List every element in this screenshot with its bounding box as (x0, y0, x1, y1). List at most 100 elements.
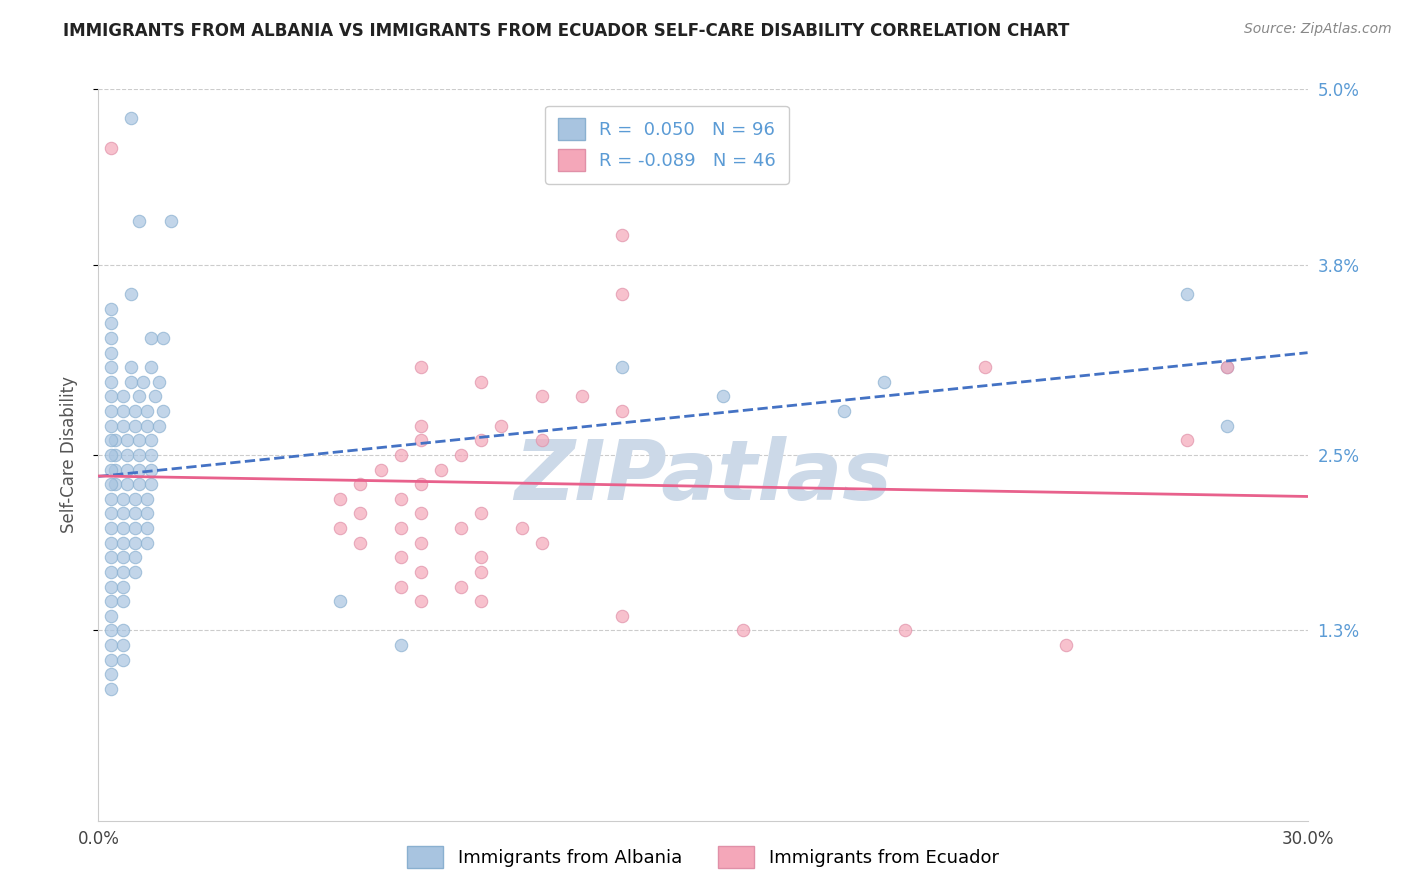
Point (111, 535, 134, 549)
Point (111, 404, 134, 418)
Point (128, 477, 150, 491)
Point (135, 507, 157, 521)
Point (100, 462, 122, 476)
Point (100, 331, 122, 345)
Point (124, 550, 146, 565)
Point (612, 404, 634, 418)
Point (329, 521, 352, 535)
Point (100, 535, 122, 549)
Point (135, 404, 157, 418)
Point (409, 535, 432, 549)
Point (470, 507, 492, 521)
Point (100, 594, 122, 608)
Point (124, 404, 146, 418)
Text: Source: ZipAtlas.com: Source: ZipAtlas.com (1244, 22, 1392, 37)
Point (111, 491, 134, 506)
Point (124, 418, 146, 433)
Point (100, 316, 122, 330)
Point (103, 434, 125, 448)
Point (349, 507, 371, 521)
Point (100, 360, 122, 375)
Point (389, 580, 412, 594)
Point (135, 521, 157, 535)
Point (1216, 360, 1239, 375)
Point (120, 112, 142, 126)
Point (111, 550, 134, 565)
Point (430, 462, 453, 476)
Point (389, 521, 412, 535)
Point (1216, 360, 1239, 375)
Point (470, 565, 492, 579)
Point (450, 521, 472, 535)
Point (389, 638, 412, 652)
Point (100, 389, 122, 403)
Point (100, 550, 122, 565)
Point (612, 228, 634, 243)
Point (100, 301, 122, 316)
Point (124, 565, 146, 579)
Point (111, 624, 134, 638)
Point (103, 448, 125, 462)
Point (100, 404, 122, 418)
Point (111, 507, 134, 521)
Point (111, 521, 134, 535)
Point (152, 404, 174, 418)
Point (128, 434, 150, 448)
Point (491, 418, 513, 433)
Point (1216, 418, 1239, 433)
Point (711, 389, 734, 403)
Point (409, 434, 432, 448)
Legend: R =  0.050   N = 96, R = -0.089   N = 46: R = 0.050 N = 96, R = -0.089 N = 46 (546, 105, 789, 184)
Point (571, 389, 593, 403)
Point (139, 434, 162, 448)
Point (100, 521, 122, 535)
Point (409, 565, 432, 579)
Point (128, 214, 150, 228)
Point (612, 360, 634, 375)
Point (124, 521, 146, 535)
Point (111, 580, 134, 594)
Point (100, 580, 122, 594)
Point (100, 141, 122, 155)
Point (100, 608, 122, 623)
Point (873, 375, 896, 389)
Y-axis label: Self-Care Disability: Self-Care Disability (59, 376, 77, 533)
Point (470, 550, 492, 565)
Point (733, 624, 755, 638)
Point (120, 375, 142, 389)
Point (612, 608, 634, 623)
Point (160, 214, 183, 228)
Point (135, 535, 157, 549)
Point (530, 535, 553, 549)
Point (470, 375, 492, 389)
Point (139, 477, 162, 491)
Point (103, 477, 125, 491)
Point (349, 477, 371, 491)
Point (409, 477, 432, 491)
Point (389, 448, 412, 462)
Point (152, 331, 174, 345)
Point (111, 565, 134, 579)
Point (115, 434, 138, 448)
Point (510, 521, 533, 535)
Point (450, 448, 472, 462)
Point (832, 404, 855, 418)
Text: ZIPatlas: ZIPatlas (515, 436, 891, 517)
Point (100, 624, 122, 638)
Point (135, 418, 157, 433)
Point (530, 389, 553, 403)
Point (1175, 287, 1198, 301)
Point (120, 360, 142, 375)
Point (139, 360, 162, 375)
Point (100, 448, 122, 462)
Point (100, 653, 122, 667)
Point (111, 418, 134, 433)
Point (100, 638, 122, 652)
Point (124, 535, 146, 549)
Point (470, 434, 492, 448)
Point (128, 462, 150, 476)
Point (389, 550, 412, 565)
Point (111, 653, 134, 667)
Point (470, 594, 492, 608)
Point (974, 360, 997, 375)
